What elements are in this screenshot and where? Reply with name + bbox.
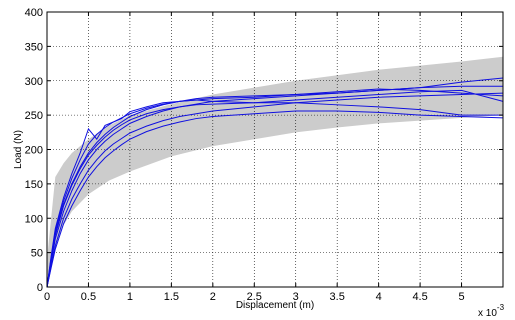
load-curve-5 bbox=[46, 110, 504, 288]
x-tick-label: 2 bbox=[210, 291, 216, 303]
y-tick-label: 50 bbox=[31, 248, 43, 260]
x-axis-multiplier: x 10-3 bbox=[478, 303, 505, 319]
x-tick-label: 0 bbox=[44, 291, 50, 303]
confidence-band bbox=[47, 56, 503, 287]
y-tick-label: 100 bbox=[25, 213, 43, 225]
x-tick-label: 4.5 bbox=[412, 291, 427, 303]
x-tick-label: 2.5 bbox=[247, 291, 262, 303]
x-axis-multiplier-base: x 10 bbox=[478, 308, 497, 319]
load-curve-6 bbox=[46, 88, 504, 288]
tick-layer: 0 0.5 1 1.5 2 2.5 3 3.5 4 4.5 50501001502002503003… bbox=[25, 7, 503, 303]
y-tick-label: 0 bbox=[37, 282, 43, 294]
load-curve-1 bbox=[46, 99, 503, 288]
x-tick-label: 1.5 bbox=[164, 291, 179, 303]
load-curve-3 bbox=[46, 85, 503, 288]
x-tick-label: 4 bbox=[376, 291, 382, 303]
x-axis-label: Displacement (m) bbox=[236, 300, 314, 311]
confidence-band-layer bbox=[47, 56, 503, 287]
x-tick-label: 3.5 bbox=[330, 291, 345, 303]
grid-layer bbox=[47, 12, 503, 287]
load-curve-4 bbox=[46, 92, 504, 288]
y-tick-label: 200 bbox=[25, 145, 43, 157]
load-curve-7 bbox=[46, 89, 504, 288]
x-axis-multiplier-exponent: -3 bbox=[497, 303, 505, 312]
y-tick-label: 250 bbox=[25, 110, 43, 122]
y-tick-label: 300 bbox=[25, 76, 43, 88]
x-tick-label: 3 bbox=[293, 291, 299, 303]
series-layer bbox=[46, 77, 504, 288]
y-tick-label: 400 bbox=[25, 7, 43, 19]
y-tick-label: 350 bbox=[25, 41, 43, 53]
y-tick-label: 150 bbox=[25, 179, 43, 191]
x-tick-label: 0.5 bbox=[81, 291, 96, 303]
y-axis-label: Load (N) bbox=[13, 130, 24, 169]
x-tick-label: 5 bbox=[458, 291, 464, 303]
x-tick-label: 1 bbox=[127, 291, 133, 303]
